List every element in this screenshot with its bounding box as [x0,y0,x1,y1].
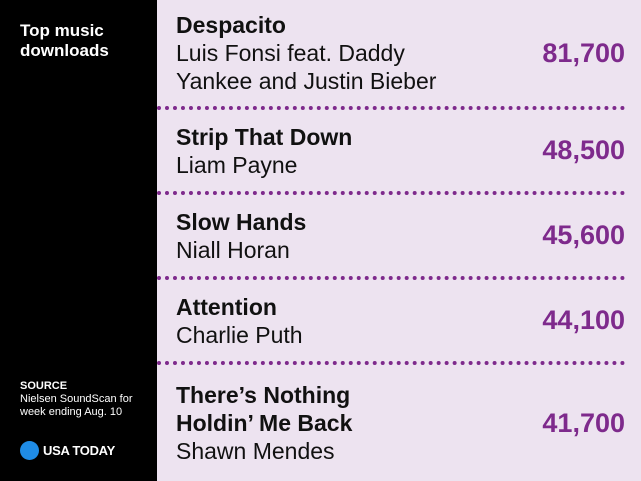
row-text: There’s Nothing Holdin’ Me Back Shawn Men… [157,381,476,465]
artist: Charlie Puth [176,321,303,348]
download-list: Despacito Luis Fonsi feat. Daddy Yankee a… [157,0,641,481]
row-text: Despacito Luis Fonsi feat. Daddy Yankee a… [157,11,476,95]
title: Top music downloads [20,21,109,60]
artist: Luis Fonsi feat. Daddy Yankee and Justin… [176,40,437,94]
row: Attention Charlie Puth 44,100 [157,280,625,365]
row: There’s Nothing Holdin’ Me Back Shawn Men… [157,365,625,481]
download-count: 41,700 [542,407,625,438]
source: SOURCE Nielsen SoundScan for week ending… [20,380,152,419]
download-count: 81,700 [542,37,625,68]
source-text: Nielsen SoundScan for week ending Aug. 1… [20,393,133,418]
song-title: Attention [176,293,277,320]
logo: USA TODAY [20,441,115,460]
row-text: Attention Charlie Puth [157,293,476,349]
logo-text: USA TODAY [43,443,115,458]
download-count: 44,100 [542,305,625,335]
song-title: There’s Nothing Holdin’ Me Back [176,382,353,436]
logo-dot [20,441,39,460]
artist: Liam Payne [176,151,298,178]
song-title: Despacito [176,12,286,38]
artist: Shawn Mendes [176,438,335,464]
row: Despacito Luis Fonsi feat. Daddy Yankee a… [157,0,625,110]
song-title: Strip That Down [176,123,353,150]
row: Strip That Down Liam Payne 48,500 [157,110,625,195]
download-count: 45,600 [542,220,625,250]
artist: Niall Horan [176,236,290,263]
download-count: 48,500 [542,135,625,165]
row-text: Slow Hands Niall Horan [157,208,476,264]
sidebar: Top music downloads SOURCE Nielsen Sound… [0,0,157,481]
source-label: SOURCE [20,380,68,392]
song-title: Slow Hands [176,208,307,235]
row: Slow Hands Niall Horan 45,600 [157,195,625,280]
row-text: Strip That Down Liam Payne [157,123,476,179]
